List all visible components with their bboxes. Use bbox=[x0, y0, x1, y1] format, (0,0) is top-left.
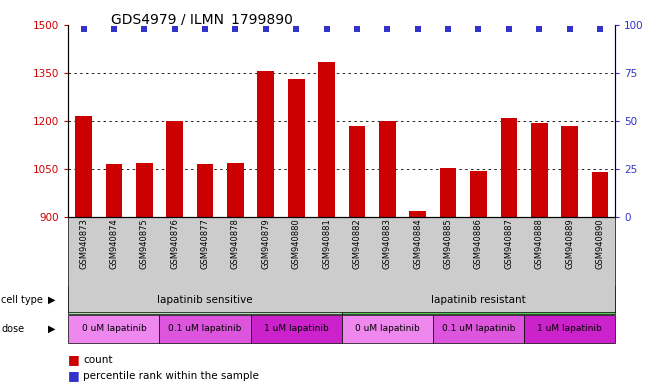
Text: lapatinib sensitive: lapatinib sensitive bbox=[158, 295, 253, 305]
Bar bbox=[76, 116, 92, 384]
Text: count: count bbox=[83, 355, 113, 365]
Bar bbox=[257, 71, 274, 384]
Bar bbox=[136, 162, 152, 384]
Point bbox=[109, 26, 119, 32]
Bar bbox=[348, 126, 365, 384]
Text: 0 uM lapatinib: 0 uM lapatinib bbox=[81, 324, 146, 333]
Bar bbox=[470, 170, 487, 384]
Text: cell type: cell type bbox=[1, 295, 43, 305]
Point bbox=[564, 26, 575, 32]
Point bbox=[413, 26, 423, 32]
Bar bbox=[531, 122, 547, 384]
Point bbox=[382, 26, 393, 32]
Bar bbox=[197, 164, 214, 384]
Text: lapatinib resistant: lapatinib resistant bbox=[431, 295, 526, 305]
Point bbox=[230, 26, 241, 32]
Point bbox=[322, 26, 332, 32]
Bar bbox=[592, 172, 608, 384]
Point bbox=[504, 26, 514, 32]
Point bbox=[200, 26, 210, 32]
Point bbox=[443, 26, 453, 32]
Text: 1 uM lapatinib: 1 uM lapatinib bbox=[537, 324, 602, 333]
Text: ■: ■ bbox=[68, 369, 80, 382]
Text: ▶: ▶ bbox=[48, 324, 56, 334]
Bar bbox=[501, 118, 517, 384]
Point bbox=[78, 26, 89, 32]
Text: 0 uM lapatinib: 0 uM lapatinib bbox=[355, 324, 420, 333]
Text: ▶: ▶ bbox=[48, 295, 56, 305]
Text: 0.1 uM lapatinib: 0.1 uM lapatinib bbox=[442, 324, 515, 333]
Text: dose: dose bbox=[1, 324, 25, 334]
Text: ■: ■ bbox=[68, 353, 80, 366]
Point bbox=[473, 26, 484, 32]
Point bbox=[139, 26, 150, 32]
Bar bbox=[379, 121, 396, 384]
Bar bbox=[439, 168, 456, 384]
Text: GDS4979 / ILMN_1799890: GDS4979 / ILMN_1799890 bbox=[111, 13, 292, 27]
Point bbox=[260, 26, 271, 32]
Bar bbox=[105, 164, 122, 384]
Bar bbox=[318, 62, 335, 384]
Point bbox=[595, 26, 605, 32]
Text: 0.1 uM lapatinib: 0.1 uM lapatinib bbox=[169, 324, 242, 333]
Bar bbox=[166, 121, 183, 384]
Point bbox=[169, 26, 180, 32]
Bar bbox=[288, 79, 305, 384]
Point bbox=[291, 26, 301, 32]
Text: 1 uM lapatinib: 1 uM lapatinib bbox=[264, 324, 329, 333]
Bar bbox=[409, 210, 426, 384]
Text: percentile rank within the sample: percentile rank within the sample bbox=[83, 371, 259, 381]
Point bbox=[352, 26, 362, 32]
Bar bbox=[561, 126, 578, 384]
Point bbox=[534, 26, 544, 32]
Bar bbox=[227, 162, 243, 384]
